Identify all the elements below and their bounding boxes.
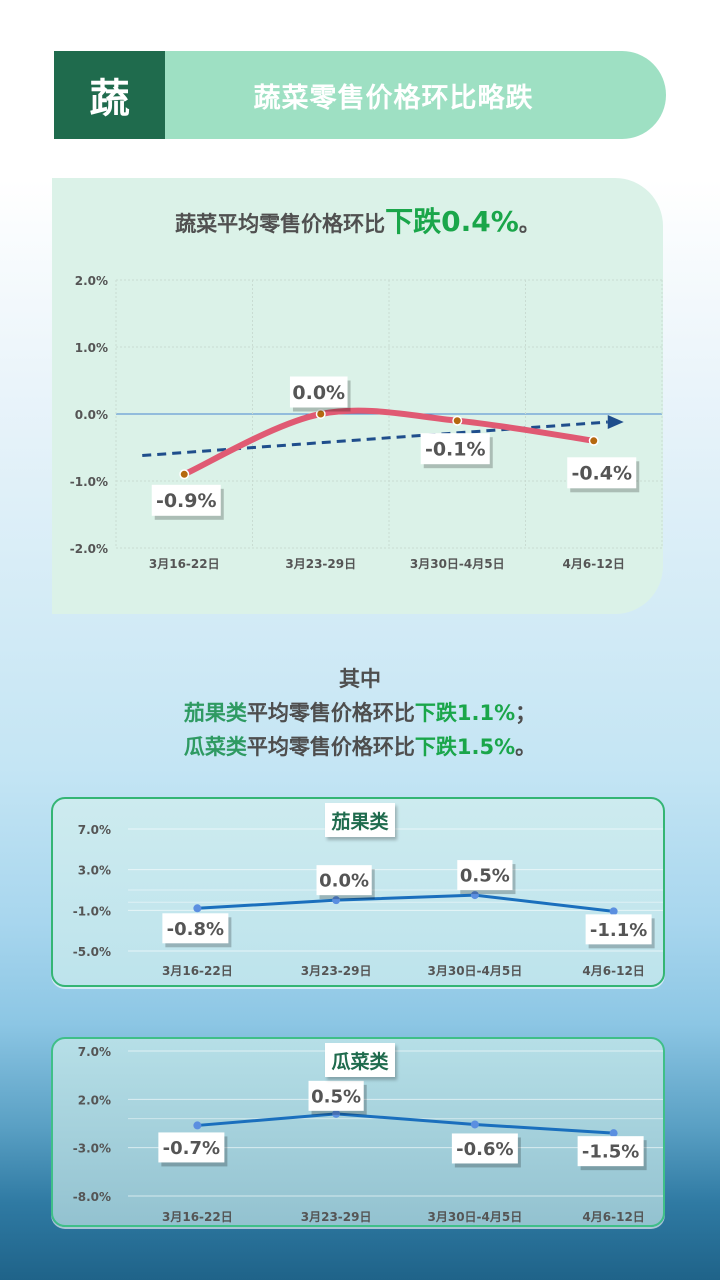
y-tick-label: -2.0% [70,542,108,556]
data-point [590,437,598,445]
headline-highlight: 下跌0.4% [385,205,519,238]
summary-text: 其中 茄果类平均零售价格环比下跌1.1%； 瓜菜类平均零售价格环比下跌1.5%。 [0,662,720,764]
y-tick-label: -1.0% [70,475,108,489]
svg-text:-0.8%: -0.8% [167,919,224,940]
y-tick-label: 3.0% [78,864,111,878]
y-tick-label: 2.0% [75,274,108,288]
data-label: -0.9% [151,484,224,520]
data-point [470,1120,479,1129]
main-chart-card: 蔬菜平均零售价格环比下跌0.4%。 2.0% 1.0% 0.0% -1.0% -2.0%… [52,178,663,614]
main-headline: 蔬菜平均零售价格环比下跌0.4%。 [52,200,663,240]
page-title: 蔬菜零售价格环比略跌 [253,82,534,114]
melon-line-chart: 7.0% 2.0% -3.0% -8.0% 3月16-22日 3月23-29日 3月30日-… [73,1045,663,1224]
vegetable-price-line [181,407,597,478]
data-label: -1.1% [585,914,655,949]
data-label: -0.8% [162,913,232,948]
headline-suffix: 。 [518,212,540,236]
data-point [332,896,341,905]
svg-text:0.5%: 0.5% [311,1086,361,1107]
y-tick-label: -3.0% [73,1142,111,1156]
y-tick-label: -5.0% [73,945,111,959]
x-tick-label: 3月16-22日 [162,1210,233,1224]
y-tick-label: -8.0% [73,1190,111,1204]
data-label: -0.1% [420,433,493,469]
x-tick-label: 4月6-12日 [563,557,625,571]
data-point [609,1129,618,1138]
summary-intro: 其中 [339,667,381,691]
data-point [317,410,325,418]
svg-text:-1.1%: -1.1% [590,920,647,941]
svg-text:-0.7%: -0.7% [163,1138,220,1159]
x-tick-label: 3月23-29日 [301,1210,372,1224]
data-label: -0.4% [567,457,640,493]
svg-text:0.0%: 0.0% [292,382,345,404]
data-label: 0.0% [289,376,351,412]
x-tick-label: 4月6-12日 [582,964,644,978]
svg-text:0.0%: 0.0% [319,871,369,892]
y-tick-label: 1.0% [75,341,108,355]
solanaceous-chart-card: 7.0% 3.0% -1.0% -5.0% 3月16-22日 3月23-29日 3月30日-… [51,797,665,987]
y-tick-label: 7.0% [78,823,111,837]
svg-text:-0.1%: -0.1% [425,439,486,461]
x-tick-label: 4月6-12日 [582,1210,644,1224]
data-label: -0.6% [451,1133,521,1168]
x-tick-label: 3月30日-4月5日 [410,557,505,571]
svg-text:0.5%: 0.5% [460,866,510,887]
data-label: -0.7% [158,1132,228,1167]
data-point [193,1121,202,1130]
x-tick-label: 3月16-22日 [149,557,220,571]
price-line [197,893,614,913]
x-tick-label: 3月23-29日 [301,964,372,978]
y-tick-label: 7.0% [78,1045,111,1059]
svg-text:-0.4%: -0.4% [571,463,632,485]
data-point [609,907,618,916]
data-label: 0.5% [308,1080,367,1115]
price-line [197,1112,614,1135]
svg-text:-1.5%: -1.5% [582,1142,639,1163]
solanaceous-line-chart: 7.0% 3.0% -1.0% -5.0% 3月16-22日 3月23-29日 3月30日-… [73,823,663,978]
header-banner: 蔬 蔬菜零售价格环比略跌 [54,51,666,139]
data-label: 0.0% [316,865,375,900]
svg-text:-0.6%: -0.6% [456,1139,513,1160]
trend-arrow-icon [607,415,624,430]
x-tick-label: 3月30日-4月5日 [428,964,523,978]
svg-text:-0.9%: -0.9% [156,490,217,512]
x-tick-label: 3月23-29日 [285,557,356,571]
summary-line-1: 茄果类平均零售价格环比下跌1.1%； [183,701,537,725]
solanaceous-chart-title: 茄果类 [325,803,395,837]
main-line-chart: 2.0% 1.0% 0.0% -1.0% -2.0% 3月16-22日 3月23-29日 3月… [70,274,663,571]
trend-line [142,420,608,458]
data-point [453,417,461,425]
data-point [180,470,188,478]
y-tick-label: -1.0% [73,904,111,918]
y-tick-label: 2.0% [78,1093,111,1107]
x-tick-label: 3月16-22日 [162,964,233,978]
headline-prefix: 蔬菜平均零售价格环比 [175,212,386,236]
summary-line-2: 瓜菜类平均零售价格环比下跌1.5%。 [183,735,537,759]
melon-chart-card: 7.0% 2.0% -3.0% -8.0% 3月16-22日 3月23-29日 3月30日-… [51,1037,665,1227]
data-label: -1.5% [577,1136,647,1171]
x-tick-label: 3月30日-4月5日 [428,1210,523,1224]
data-point [332,1109,341,1118]
melon-chart-title: 瓜菜类 [325,1043,395,1077]
y-tick-label: 0.0% [75,408,108,422]
data-label: 0.5% [457,860,516,895]
category-badge: 蔬 [54,51,165,139]
data-point [193,904,202,913]
data-point [470,891,479,900]
